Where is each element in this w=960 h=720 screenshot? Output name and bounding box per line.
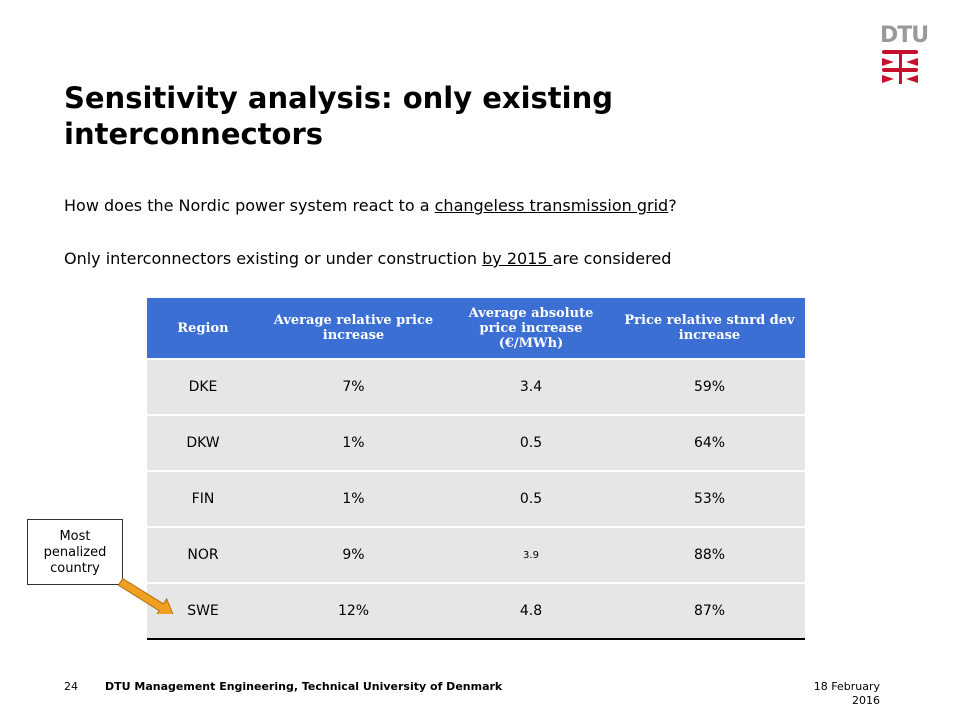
cell-relative: 12% [259, 582, 448, 640]
cell-absolute: 0.5 [448, 414, 614, 471]
callout-line: Most [59, 529, 91, 544]
cell-region: DKW [147, 414, 259, 471]
footer-date-line: 2016 [852, 694, 880, 707]
cell-absolute: 4.8 [448, 582, 614, 640]
footer-date-line: 18 February [813, 680, 880, 693]
dtu-emblem-icon [882, 50, 918, 84]
cell-stddev: 64% [614, 414, 805, 471]
question-text-underlined: changeless transmission grid [434, 196, 669, 215]
cell-stddev: 87% [614, 582, 805, 640]
cell-region: FIN [147, 470, 259, 527]
table-row: DKE 7% 3.4 59% [147, 358, 805, 415]
callout-line: penalized [43, 545, 107, 560]
cell-region: NOR [147, 526, 259, 583]
header-relative-price: Average relative price increase [259, 298, 448, 359]
table-row: DKW 1% 0.5 64% [147, 414, 805, 471]
question-text-start: How does the Nordic power system react t… [64, 196, 435, 215]
table-row: NOR 9% 3.9 88% [147, 526, 805, 583]
header-absolute-price: Average absolute price increase (€/MWh) [448, 298, 614, 359]
footer-date: 18 February 2016 [790, 680, 880, 708]
table-header-row: Region Average relative price increase A… [147, 298, 805, 359]
scope-text: Only interconnectors existing or under c… [64, 249, 671, 268]
cell-region: DKE [147, 358, 259, 415]
cell-relative: 1% [259, 414, 448, 471]
cell-absolute: 3.9 [448, 526, 614, 583]
scope-text-underlined: by 2015 [482, 249, 553, 268]
slide-title: Sensitivity analysis: only existing inte… [64, 81, 613, 151]
cell-stddev: 53% [614, 470, 805, 527]
header-region: Region [147, 298, 259, 359]
logo-text: DTU [880, 23, 929, 48]
callout-box: Most penalized country [27, 519, 123, 585]
callout-arrow-icon [118, 578, 174, 614]
cell-relative: 1% [259, 470, 448, 527]
page-number: 24 [64, 680, 78, 693]
question-text-end: ? [668, 196, 677, 215]
cell-relative: 7% [259, 358, 448, 415]
results-table: Region Average relative price increase A… [147, 298, 805, 640]
scope-text-end: are considered [552, 249, 672, 268]
cell-absolute: 0.5 [448, 470, 614, 527]
cell-relative: 9% [259, 526, 448, 583]
dtu-logo: DTU [880, 23, 929, 86]
question-text: How does the Nordic power system react t… [64, 196, 677, 215]
table-row: FIN 1% 0.5 53% [147, 470, 805, 527]
header-std-dev: Price relative stnrd dev increase [614, 298, 805, 359]
cell-stddev: 88% [614, 526, 805, 583]
cell-region: SWE [147, 582, 259, 640]
callout-line: country [50, 561, 100, 576]
cell-absolute: 3.4 [448, 358, 614, 415]
cell-stddev: 59% [614, 358, 805, 415]
table-row: SWE 12% 4.8 87% [147, 582, 805, 640]
scope-text-start: Only interconnectors existing or under c… [64, 249, 483, 268]
footer-organization: DTU Management Engineering, Technical Un… [105, 680, 503, 693]
